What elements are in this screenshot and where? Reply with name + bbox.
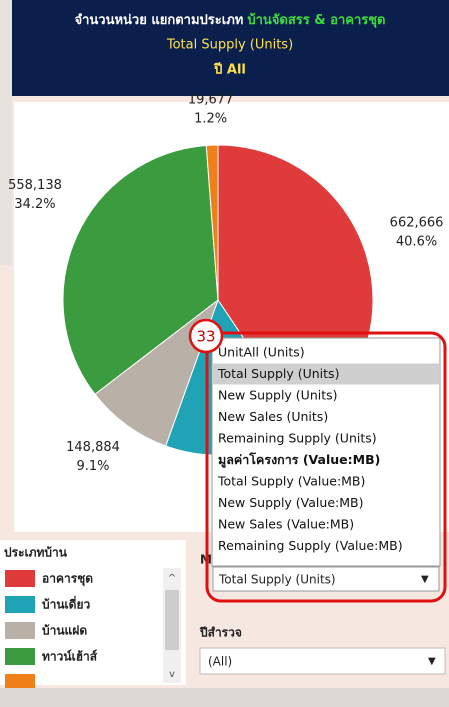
legend-label: บ้านเดี่ยว bbox=[42, 596, 90, 612]
year-filter-label: ปีสำรวจ bbox=[199, 626, 241, 640]
legend-swatch bbox=[5, 648, 35, 665]
dropdown-option[interactable]: UnitAll (Units) bbox=[218, 345, 305, 360]
dropdown-option[interactable]: New Sales (Units) bbox=[218, 409, 328, 424]
percent-label: 40.6% bbox=[396, 235, 437, 250]
header-subtitle: Total Supply (Units) bbox=[166, 38, 293, 53]
year-select[interactable] bbox=[199, 647, 446, 675]
value-label: 558,138 bbox=[8, 178, 62, 193]
pie-slice bbox=[94, 298, 220, 447]
legend-label: อาคารชุด bbox=[42, 572, 93, 587]
header-year: ปี All bbox=[213, 62, 246, 78]
measure-select-value: Total Supply (Units) bbox=[218, 573, 336, 587]
header-title: จำนวนหน่วย แยกตามประเภท บ้านจัดสรร & อาคา… bbox=[74, 12, 385, 28]
value-label: 662,666 bbox=[390, 216, 444, 231]
legend-swatch bbox=[5, 622, 35, 639]
select-arrow: ▼ bbox=[428, 656, 436, 667]
legend-swatch bbox=[5, 596, 35, 613]
header bbox=[12, 0, 449, 96]
scroll-down[interactable]: v bbox=[169, 669, 175, 680]
dropdown-option[interactable]: มูลค่าโครงการ (Value:MB) bbox=[218, 452, 380, 468]
scroll-thumb[interactable] bbox=[165, 590, 179, 650]
dropdown-option[interactable]: New Supply (Value:MB) bbox=[218, 495, 363, 510]
value-label: 19,677 bbox=[188, 93, 234, 108]
dropdown-option[interactable]: New Sales (Value:MB) bbox=[218, 517, 354, 532]
highlight-box bbox=[205, 331, 447, 603]
pie-slice bbox=[205, 144, 219, 301]
dropdown-option[interactable]: Total Supply (Units) bbox=[217, 366, 339, 381]
pie-slice bbox=[62, 144, 219, 395]
legend-swatch bbox=[5, 674, 35, 691]
badge bbox=[188, 318, 224, 354]
dropdown-option[interactable]: Remaining Supply (Units) bbox=[218, 431, 377, 446]
year-select-value: (All) bbox=[208, 655, 232, 669]
percent-label: 34.2% bbox=[14, 197, 55, 212]
dropdown-option[interactable]: New Supply (Units) bbox=[218, 388, 338, 403]
option-highlight bbox=[213, 363, 439, 385]
footer-bar bbox=[0, 688, 449, 707]
legend-swatch bbox=[5, 570, 35, 587]
scroll-up[interactable]: ^ bbox=[168, 573, 176, 584]
percent-label: 9.1% bbox=[76, 459, 109, 474]
value-label: 148,884 bbox=[66, 440, 120, 455]
legend-title: ประเภทบ้าน bbox=[4, 546, 68, 560]
side-strip bbox=[0, 0, 12, 265]
dropdown-options: UnitAll (Units) Total Supply (Units) New S… bbox=[213, 345, 439, 553]
dropdown-option[interactable]: Remaining Supply (Value:MB) bbox=[218, 538, 403, 553]
measure-select[interactable] bbox=[212, 566, 440, 592]
legend-label: บ้านแฝด bbox=[42, 624, 87, 638]
legend-label: ทาวน์เฮ้าส์ bbox=[42, 650, 98, 664]
percent-label: 1.2% bbox=[194, 112, 227, 127]
select-arrow: ▼ bbox=[421, 574, 429, 585]
badge-number: 33 bbox=[196, 328, 215, 346]
dropdown-option[interactable]: Total Supply (Value:MB) bbox=[217, 474, 365, 489]
